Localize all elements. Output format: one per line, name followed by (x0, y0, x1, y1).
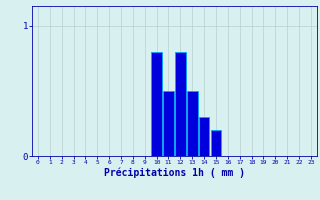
Bar (199, 117, 209, 156)
Bar (163, 91, 174, 156)
Bar (211, 130, 221, 156)
Bar (187, 91, 197, 156)
X-axis label: Précipitations 1h ( mm ): Précipitations 1h ( mm ) (104, 168, 245, 178)
Bar (175, 52, 186, 156)
Bar (151, 52, 162, 156)
